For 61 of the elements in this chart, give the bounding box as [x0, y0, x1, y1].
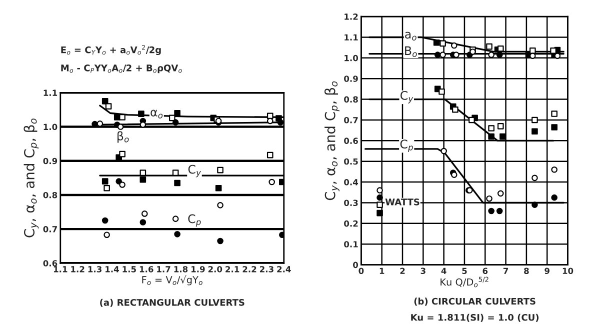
text: (a) RECTANGULAR CULVERTS: [100, 298, 244, 307]
text: (b) CIRCULAR CULVERTS: [414, 298, 536, 306]
x-tick-label: 8: [524, 268, 529, 274]
x-tick-label: 1.8: [174, 266, 188, 272]
y-tick-label: 0.8: [43, 192, 58, 198]
y-tick-label: 1.0: [344, 54, 358, 62]
x-axis-title: F$_{o}$ = V$_{o}$/√gY$_{o}$: [142, 275, 202, 286]
annotation: α$_{o}$: [150, 110, 163, 118]
y-tick-label: 0.9: [43, 158, 58, 164]
x-tick-label: 1.1: [54, 266, 68, 272]
y-tick-label: 1.1: [44, 90, 58, 96]
x-axis-title: Ku Q/D$_{o}$$^{5/2}$: [440, 276, 488, 288]
y-tick-label: 1.0: [44, 124, 58, 130]
y-tick-label: 0.6: [344, 138, 358, 144]
x-tick-label: 2.2: [242, 266, 256, 272]
x-tick-label: 1.7: [157, 266, 170, 272]
annotation: WATTS: [385, 198, 420, 206]
x-tick-label: 4: [441, 268, 446, 274]
x-tick-label: 2.0: [208, 266, 222, 272]
annotation: B$_{o}$: [405, 46, 417, 58]
text: M$_{o}$ - C$_{P}$YY$_{o}$A$_{o}$/2 + B$_{o}$ρQV$_{o}$: [61, 64, 182, 74]
y-axis-title: C$_{y}$, α$_{o}$, and C$_{p}$, β$_{o}$: [324, 81, 340, 200]
y-tick-label: 1.2: [344, 14, 358, 20]
y-tick-label: 0.9: [344, 76, 358, 82]
x-tick-label: 1.4: [106, 266, 119, 272]
y-tick-label: 0.7: [344, 116, 358, 124]
x-tick-label: 6: [482, 268, 488, 274]
y-tick-label: 1.1: [344, 34, 358, 40]
y-tick-label: 0.7: [43, 226, 57, 232]
y-tick-label: 0.1: [344, 241, 358, 248]
x-tick-label: 1.2: [71, 266, 84, 272]
annotation: C$_{p}$: [400, 140, 413, 152]
x-tick-label: 1.3: [88, 266, 102, 272]
x-tick-label: 2.4: [277, 266, 291, 272]
annotation: C$_{p}$: [188, 214, 201, 227]
text: Ku = 1.811(SI) = 1.0 (CU): [411, 314, 539, 322]
y-tick-label: 0.2: [344, 220, 358, 227]
annotation: C$_{y}$: [188, 164, 202, 178]
y-tick-label: 0.6: [43, 260, 58, 266]
x-tick-label: 2.1: [226, 266, 240, 272]
x-tick-label: 1.6: [140, 266, 154, 272]
y-tick-label: 0.3: [344, 200, 358, 206]
text: E$_{o}$ = C$_{Y}$Y$_{o}$ + a$_{o}$V$_{o}$$^{2}$/2g: [61, 44, 161, 56]
x-tick-label: 2: [400, 268, 405, 274]
annotation: a$_{o}$: [405, 32, 416, 40]
y-tick-label: 0.8: [344, 96, 358, 103]
x-tick-label: 3: [420, 268, 426, 274]
x-tick-label: 1: [380, 268, 384, 274]
annotation: β$_{o}$: [118, 131, 129, 143]
x-tick-label: 0: [358, 268, 364, 274]
x-tick-label: 1.5: [122, 266, 136, 272]
x-tick-label: 2.3: [260, 266, 274, 272]
annotation: C$_{y}$: [400, 90, 414, 104]
x-tick-label: 5: [462, 268, 467, 274]
x-tick-label: 9: [544, 268, 550, 274]
x-tick-label: 10: [562, 268, 574, 274]
y-tick-label: 0.5: [344, 158, 358, 165]
x-tick-label: 7: [503, 268, 508, 274]
x-tick-label: 1.9: [191, 266, 205, 272]
y-tick-label: 0.4: [344, 179, 358, 186]
y-axis-title: C$_{y}$, α$_{o}$, and C$_{p}$, β$_{o}$: [24, 118, 39, 238]
